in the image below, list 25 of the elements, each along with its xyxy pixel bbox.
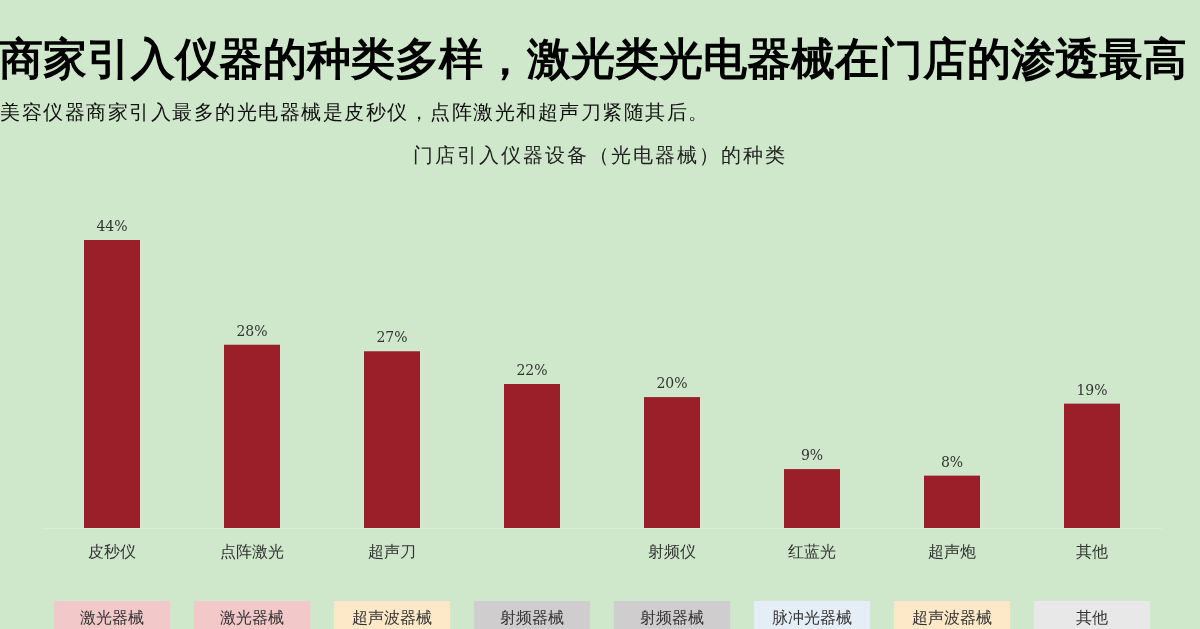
text: 激光器械 <box>80 608 144 627</box>
data-label: 9% <box>800 447 824 464</box>
data-label: 8% <box>940 453 964 470</box>
text: 激光器械 <box>220 608 284 627</box>
text: 射频器械 <box>640 608 704 627</box>
text: 其他 <box>1076 608 1108 627</box>
x-tick-label: 超声炮 <box>928 542 976 561</box>
text: 超声波器械 <box>352 608 432 627</box>
text: 脉冲光器械 <box>772 608 852 627</box>
data-label: 44% <box>96 218 128 234</box>
x-tick-label: 皮秒仪 <box>88 542 136 561</box>
x-tick-label: 红蓝光 <box>788 542 836 561</box>
data-label: 27% <box>376 329 408 346</box>
text: 超声波器械 <box>912 608 992 627</box>
x-tick-label: 点阵激光 <box>220 542 284 561</box>
data-label: 22% <box>516 362 548 378</box>
text: 门店引入仪器设备（光电器械）的种类 <box>413 143 787 167</box>
data-label: 28% <box>236 322 268 339</box>
x-tick-label: 其他 <box>1076 542 1108 561</box>
text: 射频器械 <box>500 608 564 627</box>
chart-subtitle: 美容仪器商家引入最多的光电器械是皮秒仪，点阵激光和超声刀紧随其后。 <box>0 100 710 124</box>
data-label: 20% <box>656 375 688 392</box>
x-tick-label: 超声刀 <box>368 542 416 561</box>
data-label: 19% <box>1076 381 1108 398</box>
x-tick-label: 射频仪 <box>648 542 696 561</box>
